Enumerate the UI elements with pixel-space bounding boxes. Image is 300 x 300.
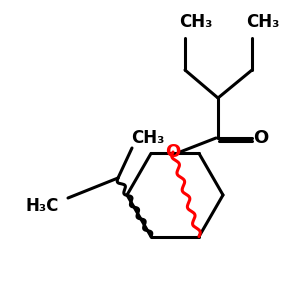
Text: CH₃: CH₃ — [246, 13, 280, 31]
Text: O: O — [165, 143, 181, 161]
Text: O: O — [254, 129, 268, 147]
Text: CH₃: CH₃ — [179, 13, 213, 31]
Text: H₃C: H₃C — [25, 197, 59, 215]
Text: CH₃: CH₃ — [131, 129, 165, 147]
